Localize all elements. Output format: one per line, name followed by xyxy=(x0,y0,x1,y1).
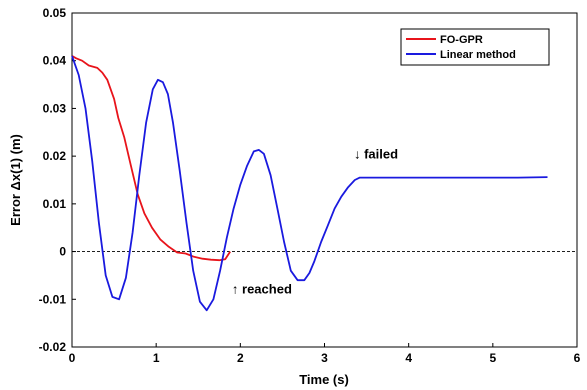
y-tick-label: -0.02 xyxy=(39,340,67,354)
x-tick-label: 3 xyxy=(321,351,328,365)
y-tick-label: 0.02 xyxy=(43,149,67,163)
annotation-failed: ↓ failed xyxy=(354,147,398,162)
legend-label-fo-gpr: FO-GPR xyxy=(440,34,483,46)
y-axis-ticks: -0.02 -0.01 0 0.01 0.02 0.03 0.04 0.05 xyxy=(39,6,76,354)
legend-box xyxy=(400,28,550,66)
x-tick-label: 0 xyxy=(69,351,76,365)
y-tick-label: -0.01 xyxy=(39,292,67,306)
x-axis-ticks: 0 1 2 3 4 5 6 xyxy=(69,343,581,365)
y-tick-label: 0.04 xyxy=(43,54,67,68)
x-tick-label: 5 xyxy=(489,351,496,365)
legend-label-linear-method: Linear method xyxy=(440,49,516,61)
x-tick-label: 2 xyxy=(237,351,244,365)
series-line-fo-gpr xyxy=(71,55,231,262)
x-tick-label: 1 xyxy=(153,351,160,365)
x-tick-label: 4 xyxy=(405,351,412,365)
annotation-reached: ↑ reached xyxy=(232,282,292,297)
y-tick-label: 0.03 xyxy=(43,101,67,115)
legend: FO-GPR Linear method xyxy=(400,28,550,66)
y-tick-label: 0.05 xyxy=(43,6,67,20)
x-axis-title: Time (s) xyxy=(299,372,349,387)
y-axis-title: Error Δx(1) (m) xyxy=(8,134,23,226)
y-tick-label: 0.01 xyxy=(43,197,67,211)
series-line-linear-method xyxy=(71,55,548,312)
y-tick-label: 0 xyxy=(59,245,66,259)
x-tick-label: 6 xyxy=(574,351,581,365)
